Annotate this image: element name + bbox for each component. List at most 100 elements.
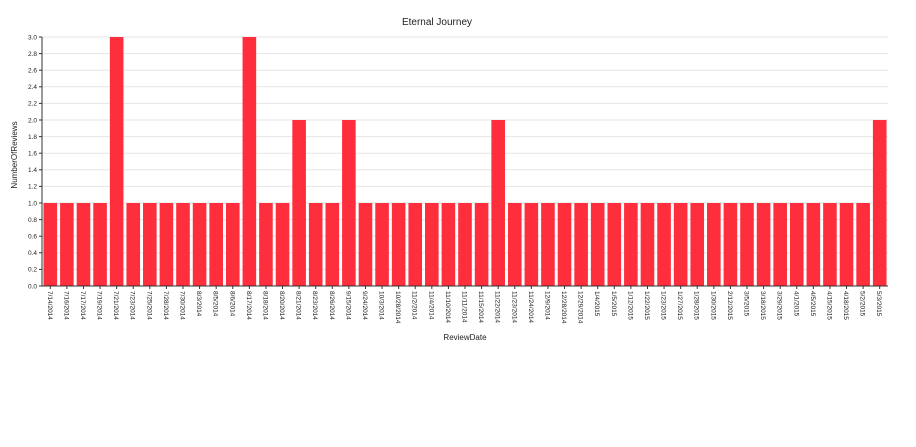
bar [275,203,290,286]
x-tick-label: 2/12/2015 [726,291,733,320]
bar [192,203,207,286]
bar [491,120,505,286]
y-tick-label: 1.8 [28,134,37,141]
y-tick-label: 2.2 [28,101,37,108]
bar [690,203,705,286]
x-tick-label: 4/5/2015 [809,291,816,317]
y-axis-label: NumberOfReviews [10,121,19,188]
bar [358,203,373,286]
x-tick-label: 8/5/2014 [212,291,219,317]
x-tick-label: 3/5/2015 [743,291,750,317]
x-tick-label: 8/3/2014 [195,291,202,317]
y-tick-label: 0.6 [28,234,37,241]
bar [43,203,58,286]
y-tick-label: 1.2 [28,184,37,191]
x-tick-label: 7/23/2014 [129,291,136,320]
bar [76,203,91,286]
bar [624,203,638,286]
bar [408,203,423,286]
bar [242,37,257,286]
chart-title: Eternal Journey [402,17,472,28]
bar [60,203,74,286]
bar [723,203,738,286]
y-tick-label: 1.0 [28,200,37,207]
bar [209,203,223,286]
bar [93,203,107,286]
bar [342,120,356,286]
bar [657,203,671,286]
y-tick-label: 2.4 [28,84,37,91]
bar [458,203,472,286]
x-tick-label: 11/4/2014 [427,291,434,320]
bar [640,203,655,286]
bar [707,203,721,286]
bar [872,120,887,286]
x-tick-label: 5/3/2015 [875,291,882,317]
x-tick-label: 7/16/2014 [62,291,69,320]
x-tick-label: 7/17/2014 [79,291,86,320]
y-axis: 0.0 0.2 0.4 0.6 0.8 1.0 1.2 1.4 1.6 1.8 2.0 2.2 2.4 2… [28,34,43,290]
x-tick-label: 1/5/2015 [610,291,617,317]
x-tick-label: 7/19/2014 [96,291,103,320]
bar [126,203,141,286]
bar [590,203,605,286]
x-tick-label: 8/23/2014 [311,291,318,320]
x-tick-label: 1/12/2015 [626,291,633,320]
x-tick-label: 7/14/2014 [46,291,53,320]
x-tick-label: 8/18/2014 [261,291,268,320]
bar [856,203,870,286]
x-tick-label: 8/21/2014 [295,291,302,320]
x-tick-label: 12/28/2014 [560,291,567,324]
y-tick-label: 1.6 [28,151,37,158]
x-tick-label: 11/11/2014 [461,291,468,323]
bar [259,203,273,286]
x-tick-label: 11/24/2014 [527,291,534,323]
x-tick-label: 8/20/2014 [278,291,285,320]
x-tick-label: 4/18/2015 [842,291,849,320]
bar [823,203,837,286]
x-tick-label: 3/29/2015 [776,291,783,320]
y-tick-label: 0.0 [28,283,37,290]
y-tick-label: 2.6 [28,68,37,75]
bar [292,120,306,286]
x-tick-label: 1/4/2015 [593,291,600,317]
x-tick-label: 1/22/2015 [643,291,650,320]
x-tick-label: 12/29/2014 [577,291,584,324]
x-axis: 7/14/2014 7/16/2014 7/17/2014 7/19/2014 7/21… [42,285,888,324]
x-tick-label: 7/21/2014 [112,291,119,320]
x-tick-label: 11/2/2014 [411,291,418,320]
bar [325,203,340,286]
bar [391,203,406,286]
x-tick-label: 8/6/2014 [228,291,235,317]
x-tick-label: 9/24/2014 [361,291,368,320]
bar [773,203,787,286]
bar [541,203,555,286]
x-tick-label: 1/27/2015 [676,291,683,320]
x-tick-label: 7/30/2014 [179,291,186,320]
x-tick-label: 7/28/2014 [162,291,169,320]
bar [474,203,489,286]
bar [159,203,174,286]
bar [425,203,439,286]
x-tick-label: 8/26/2014 [328,291,335,320]
bar [441,203,456,286]
bar [673,203,688,286]
y-tick-label: 0.4 [28,250,37,257]
x-tick-label: 12/9/2014 [543,291,550,320]
y-tick-label: 2.8 [28,51,37,58]
x-tick-label: 3/18/2015 [759,291,766,320]
bar [756,203,771,286]
x-tick-label: 4/15/2015 [825,291,832,320]
y-tick-label: 1.4 [28,167,37,174]
x-tick-label: 1/28/2015 [693,291,700,320]
bar [839,203,854,286]
x-tick-label: 5/2/2015 [859,291,866,317]
x-tick-label: 4/1/2015 [792,291,799,317]
x-tick-label: 9/15/2014 [344,291,351,320]
x-tick-label: 8/17/2014 [245,291,252,320]
bar [740,203,754,286]
bars [43,37,887,286]
x-axis-label: ReviewDate [443,333,487,342]
bar [507,203,522,286]
